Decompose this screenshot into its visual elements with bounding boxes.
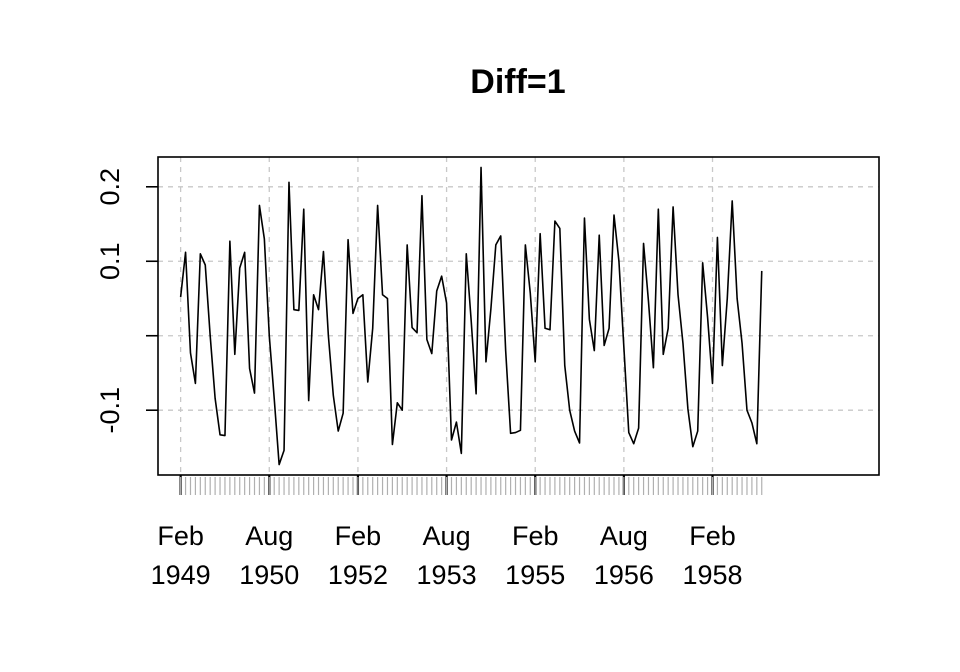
series-layer xyxy=(179,166,763,466)
x-tick-year-label: 1955 xyxy=(505,560,565,590)
grid-layer xyxy=(158,157,879,475)
x-tick-year-label: 1950 xyxy=(239,560,299,590)
x-tick-year-label: 1949 xyxy=(151,560,211,590)
x-tick-month-label: Feb xyxy=(335,521,382,551)
x-tick-month-label: Aug xyxy=(245,521,293,551)
axis-layer: 0.2 0.1 -0.1 Feb 1949 Aug 1950 Feb 1952 Aug 1953 Fe… xyxy=(95,168,763,590)
x-tick-month-label: Aug xyxy=(423,521,471,551)
x-tick-year-label: 1956 xyxy=(594,560,654,590)
chart-title: Diff=1 xyxy=(470,63,565,101)
y-tick-label: 0.1 xyxy=(95,242,125,280)
x-tick-year-label: 1958 xyxy=(682,560,742,590)
y-tick-label: 0.2 xyxy=(95,168,125,206)
series-line xyxy=(179,166,763,466)
x-tick-month-label: Feb xyxy=(512,521,559,551)
y-tick-label: -0.1 xyxy=(95,387,125,434)
x-tick-year-label: 1952 xyxy=(328,560,388,590)
x-tick-month-label: Feb xyxy=(157,521,204,551)
x-tick-month-label: Aug xyxy=(600,521,648,551)
plot-frame xyxy=(157,156,880,476)
x-tick-year-label: 1953 xyxy=(417,560,477,590)
x-tick-month-label: Feb xyxy=(689,521,736,551)
